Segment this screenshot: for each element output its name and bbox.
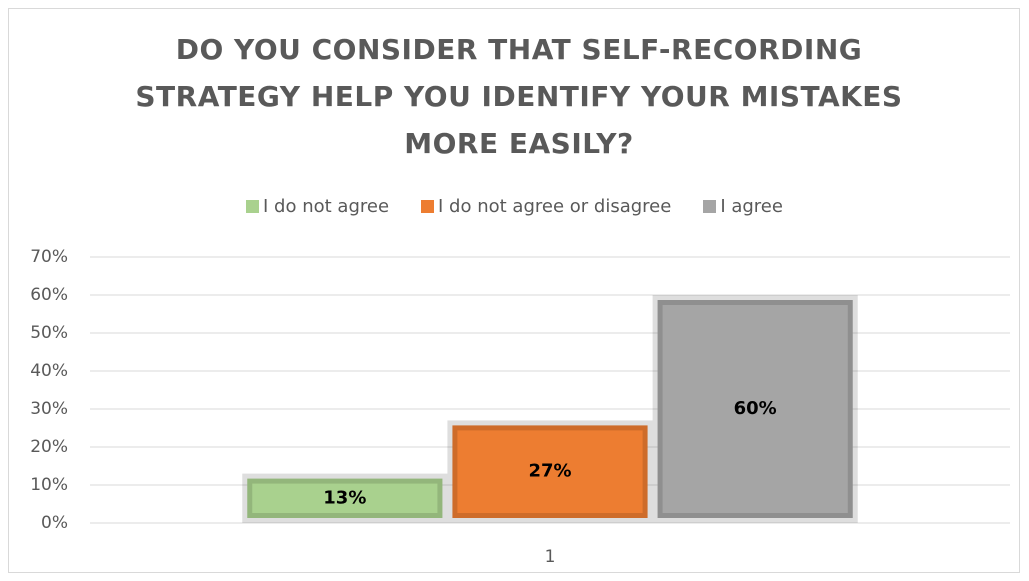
data-label: 13% xyxy=(323,487,366,508)
y-tick-label: 50% xyxy=(30,323,68,343)
y-tick-label: 0% xyxy=(41,513,68,533)
data-label: 27% xyxy=(528,461,571,482)
legend-swatch xyxy=(703,200,717,213)
legend-item: I do not agree xyxy=(246,196,389,217)
legend-swatch xyxy=(246,200,260,213)
y-tick-label: 70% xyxy=(30,247,68,267)
y-tick-label: 40% xyxy=(30,361,68,381)
legend-label: I do not agree or disagree xyxy=(438,196,672,217)
legend-item: I do not agree or disagree xyxy=(421,196,671,217)
chart-frame xyxy=(8,8,1020,573)
y-tick-label: 20% xyxy=(30,437,68,457)
x-tick-label: 1 xyxy=(545,547,556,567)
y-tick-label: 60% xyxy=(30,285,68,305)
y-tick-label: 30% xyxy=(30,399,68,419)
chart-title: DO YOU CONSIDER THAT SELF-RECORDING STRA… xyxy=(135,33,903,160)
bar xyxy=(652,295,858,523)
legend-label: I agree xyxy=(720,196,783,217)
bar xyxy=(447,420,653,523)
data-label: 60% xyxy=(734,398,777,419)
legend-swatch xyxy=(421,200,435,213)
y-tick-label: 10% xyxy=(30,475,68,495)
legend-label: I do not agree xyxy=(263,196,390,217)
legend-item: I agree xyxy=(703,196,783,217)
bar xyxy=(242,473,448,524)
legend: I do not agree I do not agree or disagree… xyxy=(0,196,1029,217)
